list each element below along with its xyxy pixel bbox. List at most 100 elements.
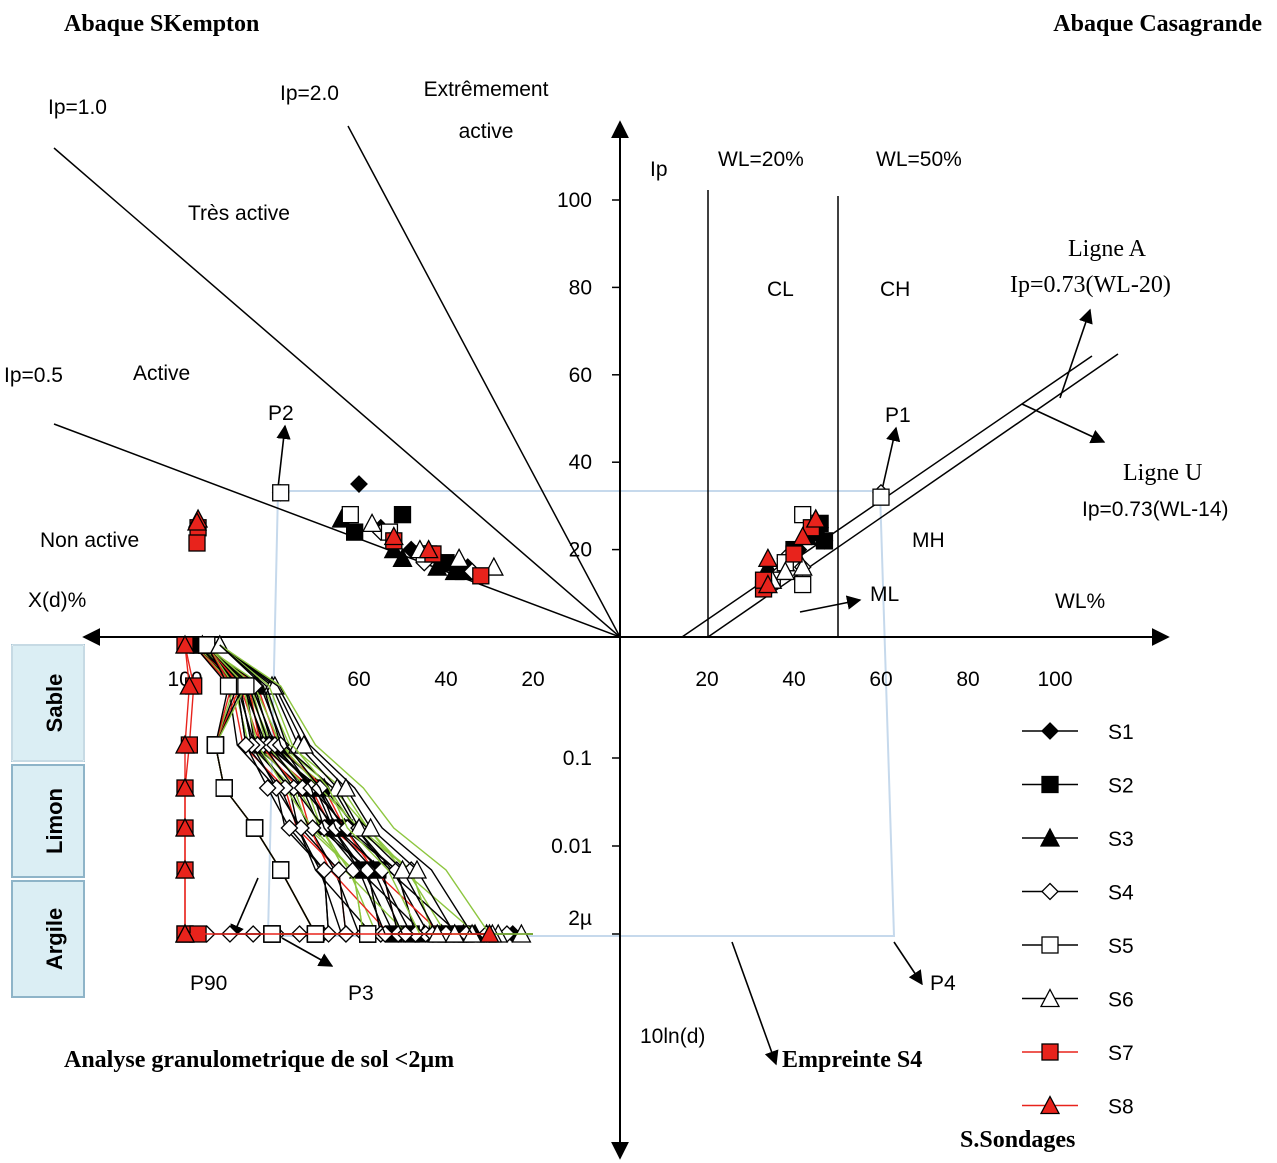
label-wl-axis: WL% bbox=[1055, 590, 1105, 613]
granulo-point-s4 bbox=[329, 861, 348, 879]
casagrande-y-tick: 20 bbox=[569, 539, 592, 562]
legend-marker-s7 bbox=[1041, 1043, 1059, 1061]
granulo-point-s5 bbox=[215, 779, 233, 797]
casagrande-point-s2 bbox=[815, 532, 834, 550]
legend-marker-s6 bbox=[1039, 988, 1061, 1008]
casagrande-y-tick: 40 bbox=[569, 451, 592, 474]
arrow-ligne-a bbox=[1059, 308, 1093, 399]
label-ligne-a-2: Ip=0.73(WL-20) bbox=[1010, 272, 1171, 298]
legend-label-s2: S2 bbox=[1108, 775, 1134, 798]
casagrande-y-tick: 80 bbox=[569, 276, 592, 299]
casagrande-x-tick: 40 bbox=[782, 668, 805, 691]
legend-label-s6: S6 bbox=[1108, 989, 1134, 1012]
arrow-p4 bbox=[893, 941, 923, 986]
granulo-point-s5 bbox=[237, 677, 255, 695]
label-ip-10: Ip=1.0 bbox=[48, 96, 107, 119]
legend-label-s7: S7 bbox=[1108, 1042, 1134, 1065]
band-sable-label: Sable bbox=[42, 674, 67, 733]
granulo-point-s5 bbox=[245, 819, 264, 837]
granulo-point-s8 bbox=[174, 734, 196, 754]
label-non-active: Non active bbox=[40, 529, 139, 552]
label-p4: P4 bbox=[930, 972, 956, 995]
granulo-point-s6 bbox=[360, 817, 381, 837]
legend-marker-s5 bbox=[1041, 936, 1059, 954]
grain-y-tick: 0.01 bbox=[551, 835, 592, 858]
skempton-point-s6 bbox=[361, 512, 383, 533]
label-ch: CH bbox=[880, 278, 910, 301]
label-ml: ML bbox=[870, 583, 899, 606]
casagrande-y-tick: 100 bbox=[557, 189, 592, 212]
skempton-point-s1 bbox=[350, 475, 368, 493]
label-ip-axis: Ip bbox=[650, 158, 668, 181]
label-ip-05: Ip=0.5 bbox=[4, 364, 63, 387]
casagrande-point-s8 bbox=[792, 526, 813, 546]
skempton-point-s3 bbox=[427, 556, 448, 576]
casagrande-x-tick: 60 bbox=[869, 668, 892, 691]
label-extreme-1: Extrêmement bbox=[424, 78, 549, 101]
ligne-a bbox=[707, 353, 1119, 638]
granulo-point-s4 bbox=[344, 861, 363, 879]
legend-marker-s8 bbox=[1039, 1095, 1061, 1115]
casagrande-x-tick: 80 bbox=[956, 668, 979, 691]
legend-marker-s2 bbox=[1041, 775, 1059, 794]
granulo-point-s5 bbox=[206, 736, 225, 754]
label-wl-20: WL=20% bbox=[718, 148, 804, 171]
casagrande-point-s8 bbox=[757, 574, 778, 594]
skempton-point-s5 bbox=[341, 505, 359, 524]
casagrande-point-s8 bbox=[757, 547, 778, 567]
granulo-point-s6 bbox=[335, 777, 357, 797]
granulo-point-s4 bbox=[236, 736, 255, 754]
skempton-point-s6 bbox=[448, 547, 470, 567]
empreinte-label: Empreinte S4 bbox=[782, 1047, 922, 1073]
label-p3: P3 bbox=[348, 982, 374, 1005]
casagrande-title: Abaque Casagrande bbox=[1053, 11, 1262, 37]
skempton-x-tick: 60 bbox=[347, 668, 370, 691]
skempton-point-s2 bbox=[393, 505, 412, 524]
band-argile: Argile bbox=[11, 880, 85, 998]
casagrande-point-s7 bbox=[785, 545, 803, 563]
skempton-title: Abaque SKempton bbox=[64, 11, 259, 37]
granulo-point-s6 bbox=[406, 859, 428, 879]
arrow-empreinte bbox=[731, 941, 779, 1066]
casagrande-point-s6 bbox=[775, 561, 796, 581]
label-mh: MH bbox=[912, 529, 945, 552]
label-active: Active bbox=[133, 362, 190, 385]
legend-marker-s3 bbox=[1039, 827, 1061, 847]
label-p1: P1 bbox=[885, 404, 911, 427]
label-p90: P90 bbox=[190, 972, 227, 995]
grain-y-tick: 2µ bbox=[568, 907, 592, 930]
casagrande-x-tick: 20 bbox=[695, 668, 718, 691]
arrow-ligne-u bbox=[1021, 403, 1106, 444]
legend-label-s3: S3 bbox=[1108, 828, 1134, 851]
label-10ln-d: 10ln(d) bbox=[640, 1025, 705, 1048]
granulo-point-s6 bbox=[392, 859, 413, 879]
label-ligne-u-1: Ligne U bbox=[1123, 460, 1202, 486]
casagrande-point-s5 bbox=[794, 575, 812, 594]
skempton-x-tick: 20 bbox=[521, 668, 544, 691]
granulo-curve-s8 bbox=[184, 644, 490, 935]
granulo-curve-s6 bbox=[219, 644, 533, 935]
skempton-x-tick: 40 bbox=[434, 668, 457, 691]
granulo-point-s8 bbox=[179, 675, 200, 695]
granulo-title: Analyse granulometrique de sol <2µm bbox=[64, 1047, 454, 1073]
granulo-point-s8 bbox=[174, 817, 196, 837]
legend-label-s4: S4 bbox=[1108, 882, 1134, 905]
casagrande-point-s5 bbox=[794, 505, 812, 524]
skempton-point-s8 bbox=[418, 539, 439, 559]
arrow-p1 bbox=[881, 426, 901, 491]
arrow-p3 bbox=[281, 937, 334, 967]
arrow-ml bbox=[799, 595, 862, 613]
skempton-point-s7 bbox=[472, 567, 490, 585]
skempton-point-s8 bbox=[383, 526, 404, 546]
label-ip-20: Ip=2.0 bbox=[280, 82, 339, 105]
legend-marker-s4 bbox=[1041, 882, 1059, 901]
granulo-point-s4 bbox=[373, 861, 392, 879]
skempton-point-s2 bbox=[345, 523, 364, 541]
casagrande-x-tick: 100 bbox=[1037, 668, 1072, 691]
skempton-point-s3 bbox=[392, 547, 413, 567]
arrow-p90 bbox=[230, 877, 259, 940]
scatter-points bbox=[186, 475, 890, 598]
casagrande-point-s6 bbox=[792, 556, 813, 576]
